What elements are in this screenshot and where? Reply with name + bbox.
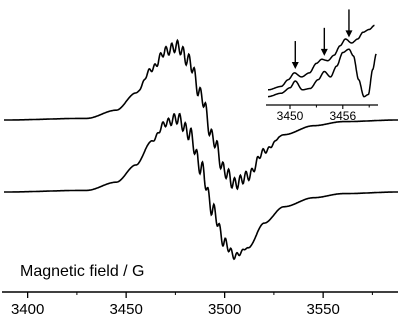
inset-spectra xyxy=(268,24,377,98)
inset-x-axis-ticks xyxy=(289,105,370,109)
x-tick-label: 3500 xyxy=(208,301,241,318)
x-axis-ticks xyxy=(26,292,373,298)
x-axis-label: Magnetic field / G xyxy=(20,263,145,280)
inset-tick-label: 3456 xyxy=(329,109,356,123)
inset-plot: 3450 3456 xyxy=(266,9,378,123)
x-tick-label: 3450 xyxy=(109,301,142,318)
x-tick-label: 3550 xyxy=(306,301,339,318)
inset-tick-label: 3450 xyxy=(277,109,304,123)
spectra xyxy=(4,38,398,261)
inset-arrow-head-2 xyxy=(320,48,328,56)
inset-arrow-head-3 xyxy=(345,30,353,38)
spectrum-line-2 xyxy=(4,112,398,261)
inset-arrow-head-1 xyxy=(291,62,299,70)
main-plot-area: 3400 3450 3500 3550 Magnetic field / G xyxy=(2,38,398,318)
x-tick-label: 3400 xyxy=(11,301,44,318)
inset-spectrum-line-1 xyxy=(268,24,375,91)
inset-x-axis-tick-labels: 3450 3456 xyxy=(277,109,357,123)
inset-spectrum-line-2 xyxy=(268,48,377,98)
inset-arrows xyxy=(291,9,353,70)
x-axis-tick-labels: 3400 3450 3500 3550 xyxy=(11,301,340,318)
spectrum-line-1 xyxy=(4,38,398,191)
